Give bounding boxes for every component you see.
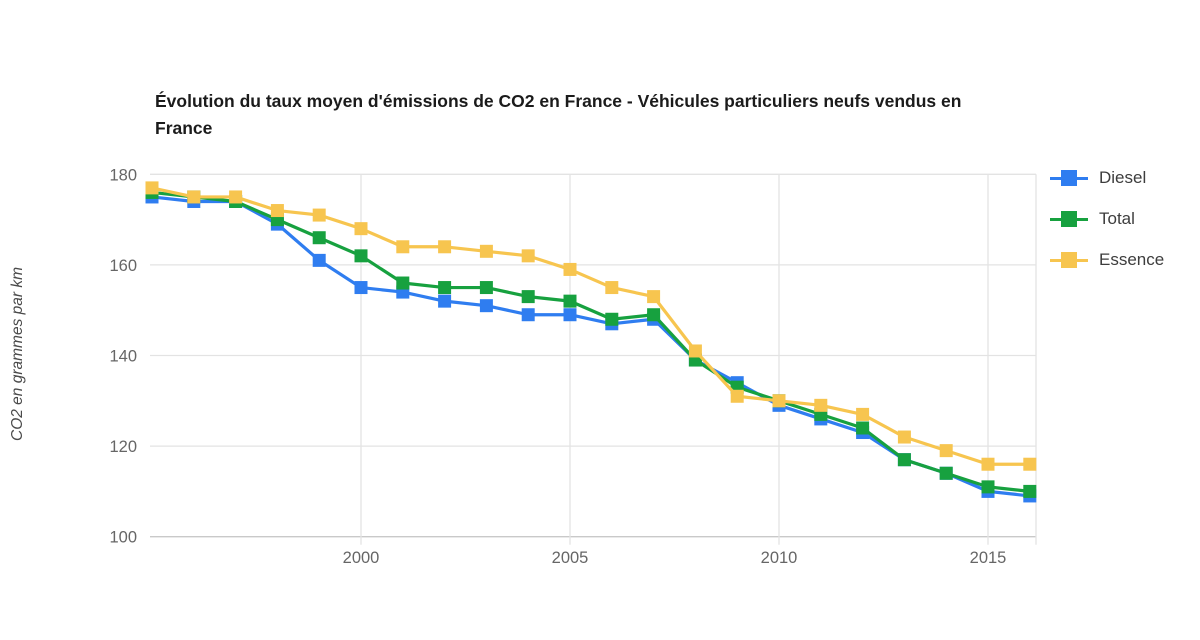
series-marker-total xyxy=(647,308,661,322)
series-line-diesel xyxy=(150,195,1032,498)
series-marker-total xyxy=(521,290,535,304)
x-tick-label: 2010 xyxy=(761,549,798,567)
series-marker-diesel xyxy=(479,299,493,313)
series-marker-total xyxy=(856,421,870,435)
legend-square xyxy=(1061,252,1077,268)
legend-label-essence: Essence xyxy=(1099,250,1165,269)
x-tick-label: 2005 xyxy=(552,549,589,567)
series-marker-essence xyxy=(312,208,326,222)
series-marker-diesel xyxy=(563,308,577,322)
x-tick-label: 2015 xyxy=(970,549,1007,567)
series-marker-essence xyxy=(981,457,995,471)
series-marker-essence xyxy=(563,262,577,276)
series-marker-essence xyxy=(856,407,870,421)
legend-label-total: Total xyxy=(1099,209,1135,228)
series-marker-total xyxy=(939,466,953,480)
series-marker-essence xyxy=(229,190,243,204)
series-marker-diesel xyxy=(521,308,535,322)
y-tick-label: 120 xyxy=(109,438,137,456)
legend-marker-total-icon xyxy=(1050,207,1088,231)
series-marker-total xyxy=(396,276,410,290)
series-marker-essence xyxy=(814,398,828,412)
y-tick-label: 140 xyxy=(109,348,137,366)
series-marker-diesel xyxy=(354,281,368,295)
series-marker-total xyxy=(563,294,577,308)
series-marker-total xyxy=(354,249,368,263)
legend-square xyxy=(1061,170,1077,186)
series-marker-diesel xyxy=(438,294,452,308)
series-marker-total xyxy=(981,480,995,494)
legend-marker-diesel-icon xyxy=(1050,166,1088,190)
y-tick-label: 100 xyxy=(109,529,137,547)
series-line-essence xyxy=(150,186,1032,466)
x-tick-label: 2000 xyxy=(343,549,380,567)
series-marker-diesel xyxy=(312,253,326,267)
series-marker-essence xyxy=(647,290,661,304)
series-marker-essence xyxy=(772,394,786,408)
series-marker-essence xyxy=(270,204,284,218)
legend-square xyxy=(1061,211,1077,227)
legend-marker-essence-icon xyxy=(1050,248,1088,272)
series-marker-essence xyxy=(897,430,911,444)
series-marker-essence xyxy=(605,281,619,295)
series-marker-essence xyxy=(688,344,702,358)
legend-item-diesel[interactable]: Diesel xyxy=(1050,166,1164,190)
series-line-total xyxy=(150,190,1032,493)
series-marker-total xyxy=(605,312,619,326)
chart-legend: Diesel Total Essence xyxy=(1050,166,1164,272)
series-marker-essence xyxy=(438,240,452,254)
chart-title: Évolution du taux moyen d'émissions de C… xyxy=(155,91,962,139)
y-axis-title: CO2 en grammes par km xyxy=(9,267,26,441)
series-marker-total xyxy=(438,281,452,295)
series-marker-total xyxy=(312,231,326,245)
legend-item-total[interactable]: Total xyxy=(1050,207,1164,231)
legend-label-diesel: Diesel xyxy=(1099,168,1147,187)
series-marker-essence xyxy=(939,444,953,458)
series-marker-essence xyxy=(396,240,410,254)
series-marker-essence xyxy=(730,389,744,403)
series-marker-essence xyxy=(521,249,535,263)
y-tick-label: 160 xyxy=(109,257,137,275)
series-marker-total xyxy=(479,281,493,295)
series-marker-total xyxy=(1023,484,1037,498)
series-marker-essence xyxy=(1023,457,1037,471)
y-tick-label: 180 xyxy=(109,166,137,184)
series-marker-essence xyxy=(354,222,368,236)
series-marker-essence xyxy=(187,190,201,204)
legend-item-essence[interactable]: Essence xyxy=(1050,248,1164,272)
series-marker-essence xyxy=(479,244,493,258)
series-marker-total xyxy=(897,453,911,467)
series-marker-essence xyxy=(145,181,159,195)
